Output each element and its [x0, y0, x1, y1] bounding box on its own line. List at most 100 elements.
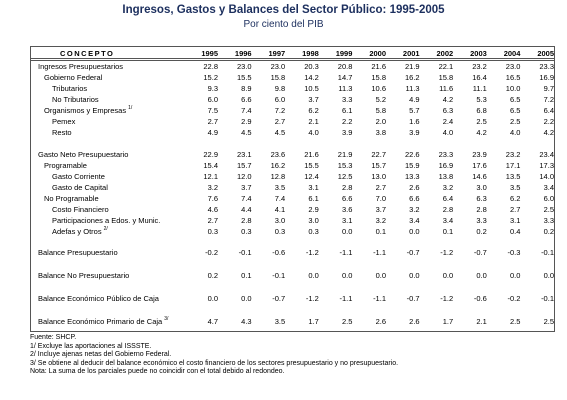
cell-value: 6.0	[543, 194, 554, 203]
cell-value: 2.7	[509, 205, 521, 214]
cell-value: 17.6	[472, 161, 487, 170]
column-header: 1997	[268, 49, 286, 58]
cell-value: 2.7	[375, 183, 386, 192]
cell-value: -0.2	[507, 294, 521, 303]
cell-value: 4.5	[241, 128, 252, 137]
row-label: Balance Presupuestario	[38, 248, 118, 257]
header-rule	[30, 60, 555, 61]
cell-value: 23.0	[236, 62, 252, 71]
row-label: No Programable	[44, 194, 99, 203]
cell-value: 14.7	[337, 73, 353, 82]
cell-value: 4.4	[241, 205, 252, 214]
cell-value: -1.2	[440, 294, 454, 303]
column-header: 1998	[302, 49, 319, 58]
cell-value: -0.1	[541, 294, 554, 303]
cell-value: 11.1	[472, 84, 487, 93]
cell-value: 2.5	[509, 117, 521, 126]
cell-value: 22.1	[438, 62, 454, 71]
row-label: Gasto de Capital	[52, 183, 108, 192]
row-label: Adefas y Otros 2/	[52, 226, 108, 236]
cell-value: 13.0	[371, 172, 386, 181]
cell-value: 23.0	[270, 62, 286, 71]
column-header: 2005	[537, 49, 554, 58]
cell-value: 4.2	[476, 128, 487, 137]
cell-value: 6.4	[543, 106, 554, 115]
cell-value: 3.0	[308, 216, 319, 225]
cell-value: 6.5	[509, 95, 521, 104]
cell-value: -1.1	[373, 294, 386, 303]
cell-value: 2.8	[442, 205, 454, 214]
cell-value: 6.1	[341, 106, 353, 115]
cell-value: 23.6	[270, 150, 286, 159]
cell-value: 17.1	[505, 161, 521, 170]
row-label: Tributarios	[52, 84, 88, 93]
row-label: Gobierno Federal	[44, 73, 103, 82]
cell-value: 0.0	[241, 294, 252, 303]
row-label: Balance No Presupuestario	[38, 271, 130, 280]
cell-value: 23.3	[539, 62, 554, 71]
cell-value: 22.9	[203, 150, 218, 159]
cell-value: 0.4	[509, 227, 521, 236]
cell-value: -0.1	[272, 271, 286, 280]
footnote-marker: 1/	[128, 105, 133, 111]
cell-value: 6.2	[509, 194, 521, 203]
cell-value: 2.7	[207, 216, 218, 225]
cell-value: 7.2	[274, 106, 286, 115]
cell-value: 13.5	[505, 172, 521, 181]
cell-value: -1.2	[305, 294, 319, 303]
column-header: 1995	[201, 49, 218, 58]
cell-value: -1.1	[339, 248, 353, 257]
row-label: Balance Económico Primario de Caja 3/	[38, 316, 169, 326]
cell-value: 11.3	[338, 84, 353, 93]
cell-value: 3.6	[341, 205, 353, 214]
cell-value: 3.1	[341, 216, 353, 225]
cell-value: 2.7	[274, 117, 286, 126]
cell-value: 15.5	[236, 73, 252, 82]
column-header: 2001	[402, 49, 420, 58]
cell-value: 1.7	[308, 317, 319, 326]
cell-value: 2.7	[207, 117, 218, 126]
cell-value: 3.4	[409, 216, 420, 225]
row-label: Resto	[52, 128, 72, 137]
cell-value: 11.6	[439, 84, 454, 93]
cell-value: 15.7	[236, 161, 252, 170]
cell-value: 3.2	[409, 205, 420, 214]
cell-value: 16.9	[539, 73, 554, 82]
cell-value: 13.3	[404, 172, 420, 181]
column-header: 1999	[335, 49, 353, 58]
cell-value: 5.2	[375, 95, 386, 104]
subtitle: Por ciento del PIB	[243, 19, 324, 30]
cell-value: 16.2	[270, 161, 286, 170]
cell-value: 0.0	[409, 271, 420, 280]
cell-value: 16.2	[404, 73, 420, 82]
cell-value: 2.4	[442, 117, 454, 126]
cell-value: 4.3	[241, 317, 252, 326]
cell-value: 0.1	[241, 271, 252, 280]
cell-value: 3.9	[409, 128, 420, 137]
cell-value: 4.1	[274, 205, 286, 214]
cell-value: 23.3	[438, 150, 454, 159]
cell-value: -0.6	[272, 248, 286, 257]
cell-value: 6.3	[442, 106, 454, 115]
cell-value: 3.7	[308, 95, 319, 104]
cell-value: 6.1	[308, 194, 319, 203]
footnote: Nota: La suma de los parciales puede no …	[30, 368, 285, 375]
cell-value: 3.0	[476, 183, 487, 192]
row-label: Costo Financiero	[52, 205, 109, 214]
cell-value: 15.8	[270, 73, 286, 82]
cell-value: 2.1	[476, 317, 487, 326]
cell-value: 2.9	[308, 205, 319, 214]
cell-value: 23.2	[472, 62, 487, 71]
row-label: Organismos y Empresas 1/	[44, 105, 133, 115]
cell-value: 21.9	[404, 62, 420, 71]
cell-value: 4.6	[207, 205, 218, 214]
row-label: Gasto Corriente	[52, 172, 105, 181]
cell-value: 2.8	[241, 216, 252, 225]
cell-value: 21.6	[371, 62, 386, 71]
cell-value: 2.0	[375, 117, 386, 126]
cell-value: 12.8	[270, 172, 286, 181]
cell-value: 6.8	[476, 106, 487, 115]
cell-value: 3.9	[341, 128, 353, 137]
cell-value: 7.2	[543, 95, 554, 104]
cell-value: -1.2	[440, 248, 454, 257]
